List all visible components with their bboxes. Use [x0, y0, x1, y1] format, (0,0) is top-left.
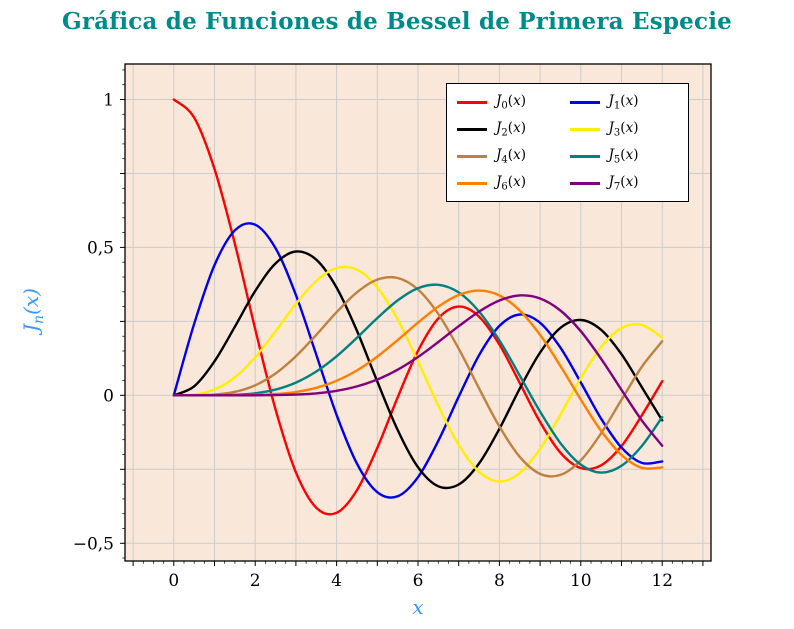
plot-frame — [124, 63, 712, 562]
x-tick-label: 4 — [331, 571, 342, 591]
curves — [172, 98, 664, 516]
legend-label-J0: J0(x) — [496, 92, 526, 112]
x-tick-label: 8 — [494, 571, 505, 591]
curve-J3 — [172, 265, 664, 483]
x-tick-label: 12 — [651, 571, 673, 591]
legend-swatch-J1 — [569, 100, 600, 104]
legend-label-J6: J6(x) — [496, 173, 526, 193]
curve-J4 — [172, 275, 664, 478]
legend-entry-J6: J6(x) — [457, 173, 566, 193]
curve-J7 — [172, 294, 664, 447]
y-axis-label: Jn(x) — [19, 288, 47, 332]
y-tick-label: −0,5 — [73, 534, 114, 554]
legend-entry-J0: J0(x) — [457, 92, 566, 112]
legend-swatch-J0 — [457, 100, 487, 104]
legend: J0(x) J1(x) J2(x) J3(x) J4(x) J5(x) J6(x) J7(x) — [446, 83, 689, 202]
legend-entry-J5: J5(x) — [569, 146, 679, 166]
legend-label-J5: J5(x) — [608, 146, 639, 166]
legend-swatch-J2 — [457, 127, 487, 131]
legend-entry-J7: J7(x) — [569, 173, 679, 193]
x-tick-label: 6 — [413, 571, 424, 591]
legend-label-J1: J1(x) — [608, 92, 639, 112]
x-tick-label: 10 — [570, 571, 592, 591]
legend-label-J3: J3(x) — [608, 119, 639, 139]
legend-entry-J2: J2(x) — [457, 119, 566, 139]
y-tick-label: 0,5 — [87, 238, 114, 258]
y-axis-label-sub: n — [31, 314, 47, 324]
x-tick-label: 2 — [250, 571, 261, 591]
legend-swatch-J4 — [457, 154, 487, 158]
curve-J1 — [172, 222, 664, 499]
curve-J2 — [172, 250, 664, 490]
y-axis-label-base: J — [19, 323, 43, 332]
legend-label-J4: J4(x) — [496, 146, 526, 166]
curve-J5 — [172, 283, 664, 474]
chart-title: Gráfica de Funciones de Bessel de Primer… — [61, 8, 732, 35]
legend-swatch-J3 — [569, 127, 600, 131]
y-axis-label-arg: (x) — [19, 288, 43, 315]
legend-swatch-J6 — [457, 181, 487, 185]
legend-swatch-J5 — [569, 154, 600, 158]
legend-swatch-J7 — [569, 181, 600, 185]
y-tick-label: 0 — [103, 386, 114, 406]
x-tick-label: 0 — [168, 571, 179, 591]
legend-entry-J4: J4(x) — [457, 146, 566, 166]
legend-entry-J1: J1(x) — [569, 92, 679, 112]
legend-label-J7: J7(x) — [608, 173, 639, 193]
y-tick-label: 1 — [103, 91, 114, 111]
legend-entry-J3: J3(x) — [569, 119, 679, 139]
x-axis-label: x — [412, 595, 424, 619]
legend-label-J2: J2(x) — [496, 119, 526, 139]
